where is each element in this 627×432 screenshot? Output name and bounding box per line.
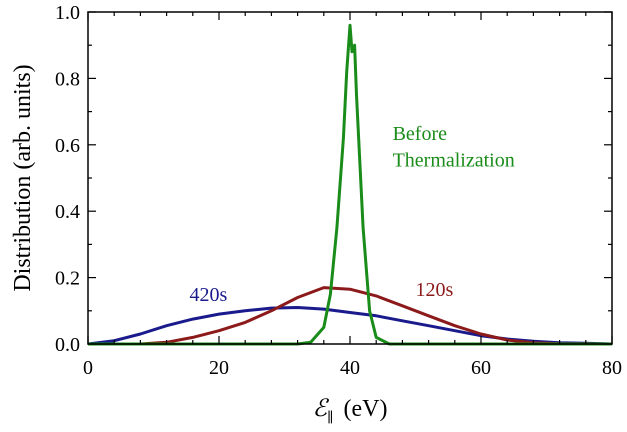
series-line-1 <box>88 286 613 346</box>
annotation-label: 120s <box>416 279 454 301</box>
y-axis-label: Distribution (arb. units) <box>10 64 36 291</box>
series-layer <box>87 23 613 346</box>
x-axis-label: ℰ∥ (eV) <box>313 396 388 426</box>
plot-frame <box>87 11 613 345</box>
ticks-layer: 0 20 40 60 80 0.0 0.2 0.4 0.6 0.8 1.0 <box>55 2 622 379</box>
y-tick-label: 0.6 <box>55 135 80 157</box>
x-tick-label: 80 <box>602 357 622 379</box>
x-tick-label: 20 <box>209 357 229 379</box>
x-axis-symbol: ℰ <box>313 396 330 422</box>
annotation-label: 420s <box>190 284 228 306</box>
y-tick-label: 0.4 <box>55 201 80 223</box>
x-tick-label: 0 <box>83 357 93 379</box>
y-tick-label: 1.0 <box>55 2 80 24</box>
series-line-2 <box>88 23 612 346</box>
y-tick-label: 0.8 <box>55 68 80 90</box>
y-tick-label: 0.0 <box>55 334 80 356</box>
annotation-label: Thermalization <box>393 149 515 171</box>
annotation-label: Before <box>393 123 448 145</box>
annotation-layer: 420s 120s Before Thermalization <box>190 123 515 306</box>
x-axis-unit: (eV) <box>344 396 388 422</box>
x-axis-subscript: ∥ <box>327 410 333 426</box>
y-tick-label: 0.2 <box>55 268 80 290</box>
x-tick-label: 60 <box>471 357 491 379</box>
x-tick-label: 40 <box>340 357 360 379</box>
